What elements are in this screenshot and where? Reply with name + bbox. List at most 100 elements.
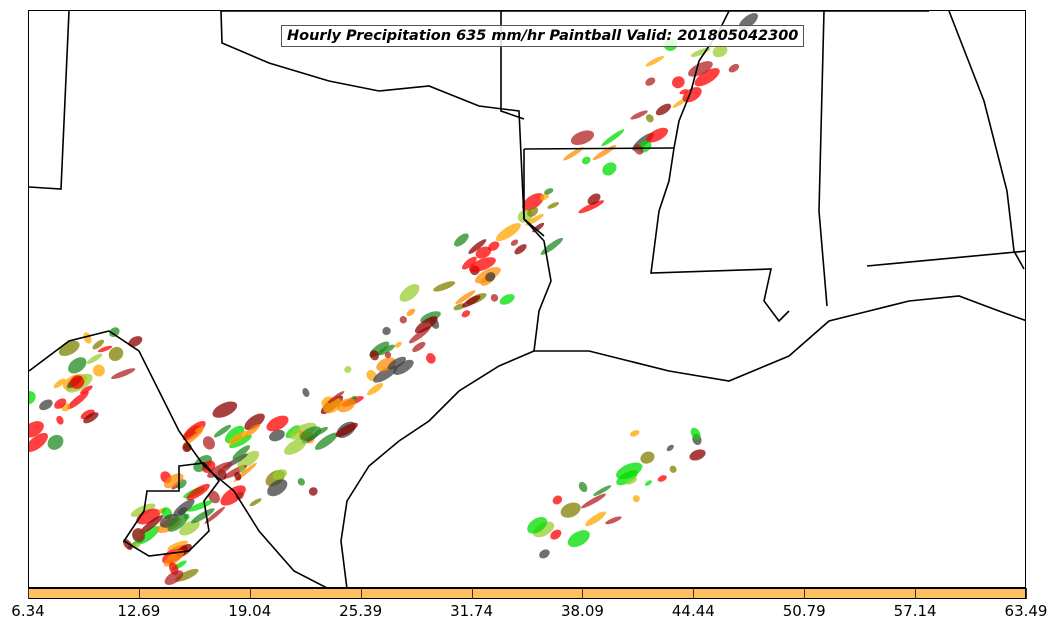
colorbar [28, 588, 1026, 599]
precip-blob [475, 246, 492, 259]
precip-blob [510, 239, 519, 246]
precip-blob [552, 495, 563, 505]
precip-blob [29, 391, 36, 405]
precip-blob [39, 399, 53, 411]
precip-blob [54, 398, 67, 409]
precip-blob [337, 398, 356, 413]
colorbar-tick [582, 588, 584, 599]
precip-blob [399, 316, 407, 324]
precip-blob [578, 200, 605, 214]
precip-blob [522, 193, 544, 211]
precip-blob [208, 490, 220, 504]
precip-blob [284, 438, 307, 455]
precip-blob [406, 308, 416, 317]
precip-blob [462, 295, 481, 308]
precip-blob [630, 110, 648, 120]
precip-blob [539, 549, 550, 559]
precip-blob [645, 114, 654, 123]
precip-blob [468, 239, 487, 254]
precip-blob [461, 310, 471, 318]
precip-blob [495, 223, 521, 242]
colorbar-tick [1026, 588, 1027, 599]
precip-blob [593, 485, 612, 496]
precip-blob [399, 284, 420, 302]
precip-blob [544, 188, 554, 195]
precip-blob [213, 424, 232, 438]
precip-blob [602, 162, 617, 176]
precip-blob [83, 412, 99, 424]
precip-blob [632, 495, 640, 503]
precip-blob [485, 272, 496, 282]
precip-blob [560, 502, 581, 518]
precip-blob [228, 430, 249, 445]
precip-blob [109, 327, 120, 338]
colorbar-tick [693, 588, 695, 599]
precip-blob [630, 430, 640, 437]
colorbar-tick-label: 25.39 [339, 602, 383, 620]
precip-blob [238, 464, 246, 473]
precip-blob [605, 516, 622, 525]
precip-blob [335, 422, 358, 437]
map-canvas [29, 11, 1025, 587]
precip-blob [249, 498, 262, 507]
colorbar-tick-label: 38.09 [560, 602, 604, 620]
precip-blob [133, 542, 141, 549]
precip-blob [567, 530, 590, 548]
colorbar-tick [138, 588, 140, 599]
precip-blob [488, 241, 500, 251]
precip-blob [539, 193, 550, 201]
precip-blob [92, 339, 105, 350]
precip-blob [570, 130, 595, 146]
precip-blob [645, 77, 656, 86]
precip-blob [97, 345, 113, 353]
precip-blob [80, 409, 95, 420]
precip-blob [47, 434, 64, 450]
border-mexico-state [122, 462, 221, 557]
precip-blob [387, 356, 406, 370]
precip-blob [547, 202, 560, 209]
precip-blob [382, 326, 391, 336]
colorbar-tick [804, 588, 806, 599]
precip-blob [425, 353, 436, 364]
precip-blob [269, 429, 285, 442]
precip-blob [224, 425, 245, 444]
precip-blob [578, 481, 588, 493]
precip-blob [128, 336, 143, 347]
precip-blob [367, 383, 384, 396]
precip-blob [377, 344, 395, 356]
precip-blob [550, 529, 562, 540]
precip-blob [202, 436, 215, 450]
precip-blob [454, 233, 469, 247]
precip-blob [394, 341, 402, 348]
map-panel: Hourly Precipitation 635 mm/hr Paintball… [28, 10, 1026, 588]
precip-blob [455, 290, 476, 305]
precip-blob [130, 503, 156, 517]
precip-blob [369, 350, 379, 361]
precip-blob [204, 506, 226, 524]
precip-blob [689, 449, 706, 461]
precipitation-paintball-layer [29, 13, 758, 585]
state-boundary-nm-az [29, 11, 70, 190]
precip-blob [297, 478, 305, 486]
precip-blob [244, 413, 265, 431]
precip-blob [272, 469, 288, 480]
precip-blob [177, 507, 188, 516]
precip-blob [167, 540, 189, 551]
precip-blob [433, 281, 456, 292]
state-boundary-ms-al [818, 11, 828, 307]
state-boundary-ok-tx [220, 11, 545, 237]
precip-blob [323, 397, 342, 414]
precip-blob [384, 351, 392, 359]
colorbar-tick [915, 588, 917, 599]
precip-blob [86, 353, 103, 364]
precip-blob [53, 378, 66, 389]
colorbar-tick [471, 588, 473, 599]
coastline-gulf [340, 295, 1025, 587]
precip-blob [601, 129, 625, 147]
boundaries-layer [29, 11, 1025, 587]
precip-blob [525, 213, 544, 226]
precip-blob [191, 508, 215, 524]
precip-blob [179, 520, 200, 536]
precip-blob [266, 415, 289, 432]
precip-blob [414, 316, 438, 334]
